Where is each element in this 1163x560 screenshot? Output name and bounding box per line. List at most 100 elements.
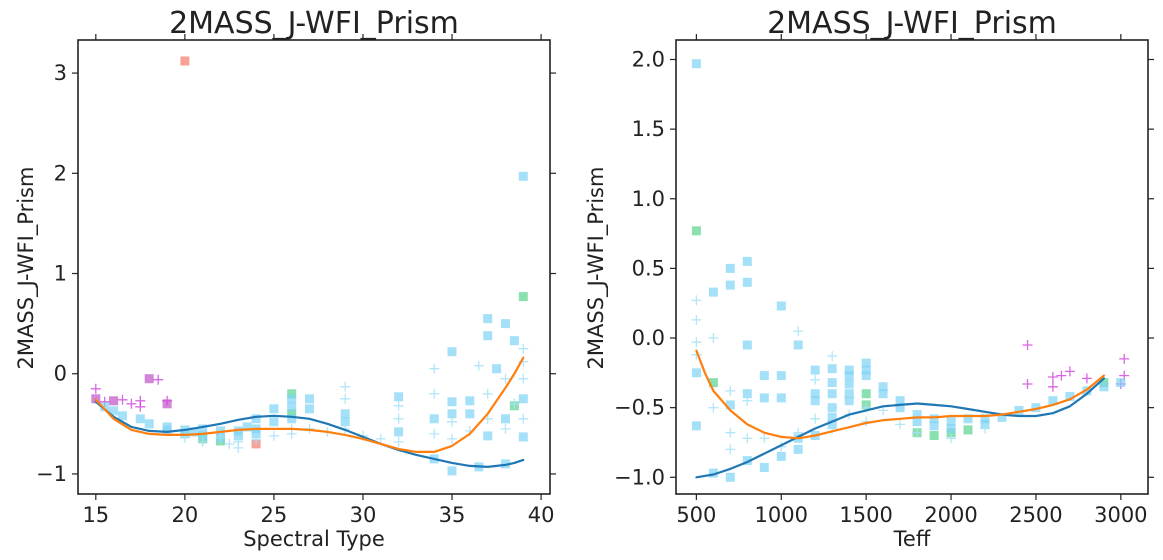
right-chart-plus-marker	[742, 395, 753, 406]
right-chart-plus-marker	[810, 413, 821, 424]
left-chart-plus-marker	[286, 428, 297, 439]
right-chart-plus-marker	[691, 314, 702, 325]
right-chart-square-marker	[1099, 382, 1109, 392]
left-chart-y-tick-label: 2	[54, 161, 67, 185]
right-chart-plus-marker	[691, 337, 702, 348]
left-chart-y-tick-label: −1	[36, 462, 67, 486]
left-chart-plus-marker	[393, 413, 404, 424]
left-chart-plus-marker	[197, 436, 208, 447]
left-chart-square-marker	[109, 396, 119, 406]
right-chart-square-marker	[861, 365, 871, 375]
left-chart-square-marker	[518, 292, 528, 302]
left-chart-square-marker	[465, 409, 475, 419]
right-chart-square-marker	[708, 378, 718, 388]
left-chart-x-tick-label: 40	[528, 503, 555, 527]
right-chart-square-marker	[691, 421, 701, 431]
right-chart-y-tick-label: 0.0	[632, 326, 665, 350]
right-chart-square-marker	[861, 389, 871, 399]
right-chart-y-tick-label: 0.5	[632, 256, 665, 280]
left-chart-plus-marker	[500, 373, 511, 384]
left-chart-square-marker	[180, 56, 190, 66]
left-chart-plus-marker	[126, 398, 137, 409]
left-chart-plot-frame	[77, 39, 551, 495]
right-chart-y-axis-label: 2MASS_J-WFI_Prism	[584, 167, 609, 370]
right-chart-x-tick-label: 1000	[755, 503, 808, 527]
right-chart-square-marker	[1116, 378, 1126, 388]
left-chart-square-marker	[465, 396, 475, 406]
left-chart-plus-marker	[153, 374, 164, 385]
right-chart-square-marker	[980, 414, 990, 424]
right-chart-square-marker	[929, 431, 939, 440]
right-chart-square-marker	[946, 424, 956, 433]
right-chart-square-marker	[861, 358, 871, 368]
right-chart-plus-marker	[1022, 340, 1033, 350]
right-chart-square-marker	[827, 364, 837, 374]
left-chart-square-marker	[109, 406, 119, 416]
left-chart-plus-marker	[268, 430, 279, 441]
left-chart-square-marker	[447, 397, 457, 407]
right-chart-plus-marker	[1064, 366, 1075, 377]
left-chart-y-tick-label: 1	[54, 262, 67, 286]
right-chart-square-marker	[725, 400, 735, 410]
left-chart-plus-marker	[90, 383, 101, 394]
right-chart-x-tick-label: 3000	[1094, 503, 1147, 527]
right-chart-square-marker	[776, 451, 786, 461]
left-chart-square-marker	[509, 336, 519, 346]
right-chart-square-marker	[844, 379, 854, 389]
right-chart-square-marker	[742, 389, 752, 399]
left-chart-x-tick-label: 30	[350, 503, 377, 527]
left-chart-square-marker	[198, 431, 208, 441]
right-chart-square-marker	[844, 371, 854, 381]
right-chart-square-marker	[708, 468, 718, 478]
right-chart-square-marker	[708, 287, 718, 297]
left-chart-marks	[90, 56, 529, 476]
left-chart-plus-marker	[447, 416, 457, 427]
right-chart-marks	[691, 59, 1130, 482]
left-chart-plus-marker	[162, 395, 173, 406]
right-chart-ticks: 500 1000 1500 2000 2500 3000 −1.0 −0.5 0.0 0.5 1.0…	[614, 34, 1154, 527]
left-chart-plus-marker	[482, 388, 493, 399]
right-chart-square-marker	[929, 414, 939, 424]
right-chart-square-marker	[1014, 405, 1024, 415]
right-chart-square-marker	[861, 371, 871, 381]
right-chart-plus-marker	[1047, 381, 1058, 392]
right-chart-plus-marker	[946, 433, 957, 444]
right-chart-square-marker	[997, 412, 1007, 422]
left-chart-plus-marker	[447, 433, 457, 444]
left-chart-plus-marker	[135, 401, 146, 412]
right-chart-plus-marker	[980, 423, 990, 434]
left-chart-plus-marker	[518, 413, 529, 424]
right-chart-x-tick-label: 500	[676, 503, 716, 527]
right-chart-square-marker	[742, 340, 752, 350]
left-chart-square-marker	[483, 331, 493, 341]
right-chart-panel: 2MASS_J-WFI_Prism Teff 2MASS_J-WFI_Prism…	[584, 6, 1154, 551]
right-chart-square-marker	[963, 414, 973, 424]
left-chart-square-marker	[305, 404, 314, 414]
right-chart-square-marker	[759, 371, 769, 381]
left-chart-square-marker	[518, 394, 528, 404]
left-chart-square-marker	[242, 422, 252, 432]
right-chart-plus-marker	[1119, 353, 1130, 364]
right-chart-plus-marker	[827, 351, 838, 362]
left-chart-plus-marker	[509, 398, 520, 409]
left-chart-square-marker	[305, 394, 314, 404]
left-chart-y-tick-label: 0	[54, 362, 67, 386]
left-chart-plus-marker	[429, 363, 440, 374]
right-chart-x-tick-label: 2500	[1009, 503, 1062, 527]
right-chart-square-marker	[759, 393, 769, 403]
left-chart-plus-marker	[224, 438, 235, 449]
left-chart-plus-marker	[393, 436, 404, 447]
right-chart-square-marker	[1065, 392, 1075, 401]
left-chart-square-marker	[287, 389, 297, 399]
right-chart-y-tick-label: −0.5	[614, 396, 665, 420]
right-chart-plus-marker	[759, 433, 770, 444]
right-chart-plot-frame	[675, 39, 1149, 495]
right-chart-plus-marker	[810, 374, 821, 385]
right-chart-square-marker	[827, 389, 837, 399]
left-chart-plus-marker	[375, 433, 386, 444]
right-chart-plus-marker	[1056, 370, 1067, 381]
left-chart-square-marker	[144, 374, 154, 384]
left-chart-title: 2MASS_J-WFI_Prism	[169, 6, 459, 41]
left-chart-plus-marker	[233, 442, 244, 453]
